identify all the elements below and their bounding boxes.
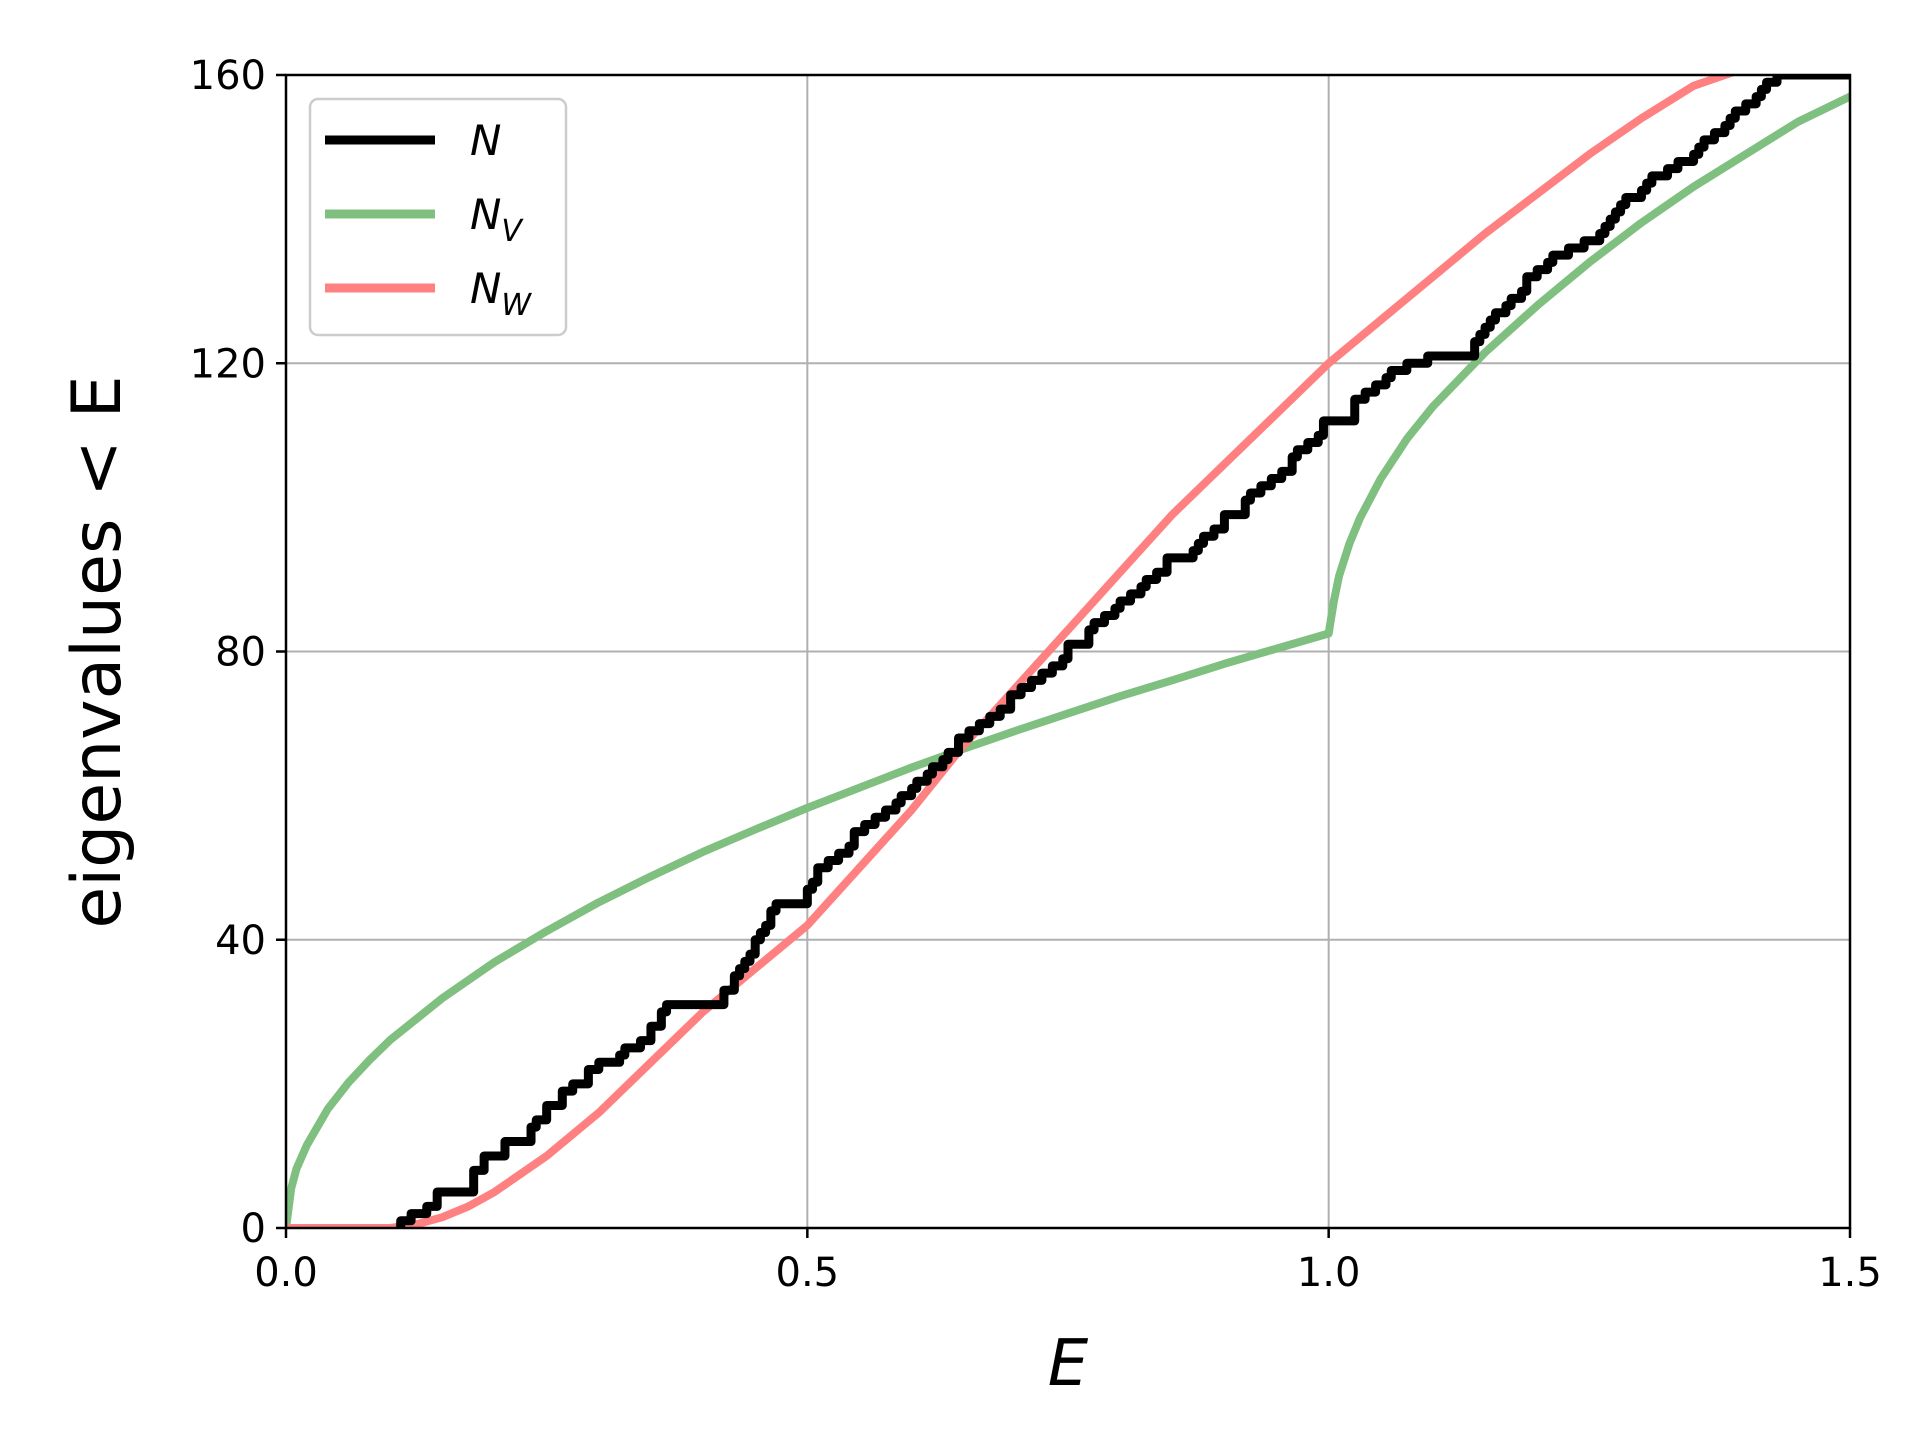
ticks: 0.0 0.5 1.0 1.5 0 40 80 120 160 bbox=[190, 53, 1882, 1296]
series-line-n-v bbox=[286, 92, 1850, 1228]
y-tick-label: 0 bbox=[241, 1206, 266, 1252]
x-tick-label: 1.0 bbox=[1297, 1250, 1361, 1296]
x-axis-label: E bbox=[1048, 1327, 1089, 1401]
y-tick-label: 160 bbox=[190, 53, 266, 99]
series-layer bbox=[286, 75, 1850, 1228]
x-tick-label: 0.0 bbox=[254, 1250, 318, 1296]
y-tick-label: 40 bbox=[215, 918, 266, 964]
x-tick-label: 1.5 bbox=[1818, 1250, 1882, 1296]
x-tick-label: 0.5 bbox=[776, 1250, 840, 1296]
legend-label: N bbox=[470, 116, 501, 165]
y-axis-label: eigenvalues < E bbox=[58, 375, 137, 928]
y-tick-label: 120 bbox=[190, 341, 266, 387]
y-tick-label: 80 bbox=[215, 630, 266, 676]
series-line-n-w bbox=[286, 75, 1738, 1228]
legend-box bbox=[308, 97, 568, 337]
series-line-n bbox=[396, 75, 1850, 1228]
